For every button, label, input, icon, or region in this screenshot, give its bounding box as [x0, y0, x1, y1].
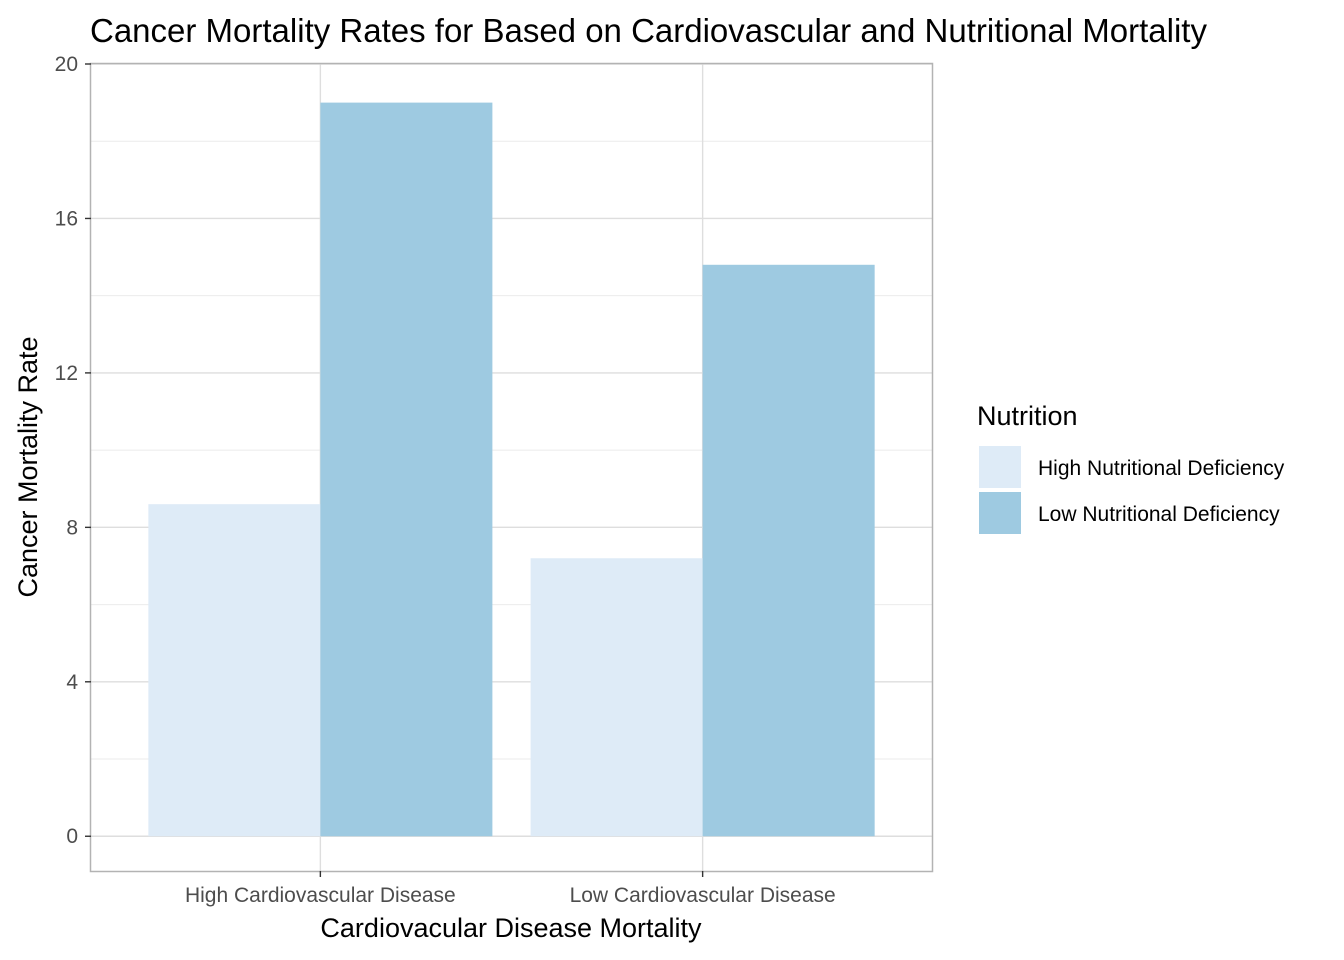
bar-low-nutritional-low-cardio: [702, 264, 875, 837]
bar-high-nutritional-high-cardio: [148, 504, 321, 837]
bar-low-nutritional-high-cardio: [320, 102, 493, 837]
legend: Nutrition High Nutritional Deficiency Low…: [977, 401, 1285, 534]
y-tick-label: 12: [55, 362, 78, 385]
chart-title: Cancer Mortality Rates for Based on Card…: [90, 12, 1207, 49]
legend-label: Low Nutritional Deficiency: [1038, 503, 1280, 526]
y-tick-label: 4: [66, 671, 78, 694]
x-tick-label: High Cardiovascular Disease: [185, 884, 456, 907]
bars: [148, 102, 875, 837]
y-tick-label: 8: [66, 516, 78, 539]
legend-title: Nutrition: [977, 401, 1078, 431]
y-tick-label: 0: [66, 825, 78, 848]
legend-label: High Nutritional Deficiency: [1038, 457, 1285, 480]
y-axis-title: Cancer Mortality Rate: [13, 336, 43, 597]
bar-high-nutritional-low-cardio: [530, 558, 703, 837]
x-axis-title: Cardiovacular Disease Mortality: [320, 913, 702, 943]
plot-border: [89, 62, 934, 873]
x-tick-label: Low Cardiovascular Disease: [570, 884, 836, 907]
y-tick-label: 20: [55, 53, 78, 76]
legend-swatch: [979, 492, 1021, 534]
legend-swatch: [979, 446, 1021, 488]
x-axis: High Cardiovascular Disease Low Cardiovas…: [185, 871, 836, 907]
y-axis: 0 4 8 12 16 20: [55, 53, 91, 848]
y-tick-label: 16: [55, 207, 78, 230]
